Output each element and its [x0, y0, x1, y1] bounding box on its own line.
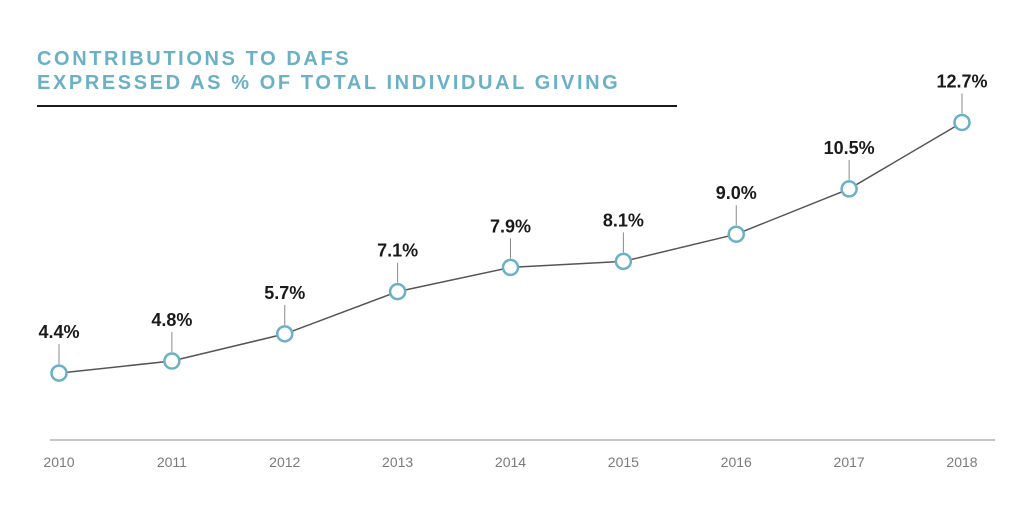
- data-label: 7.1%: [377, 241, 418, 261]
- data-label: 8.1%: [603, 210, 644, 230]
- x-tick-label: 2013: [382, 454, 413, 470]
- data-point-marker: [163, 352, 181, 370]
- x-tick-label: 2017: [834, 454, 865, 470]
- data-label: 7.9%: [490, 216, 531, 236]
- x-tick-layer: 2010 2011 2012 2013 2014 2015 2016 2017 2018: [43, 454, 977, 470]
- x-tick-label: 2018: [946, 454, 977, 470]
- data-point-marker: [614, 252, 633, 271]
- data-label: 4.8%: [151, 310, 192, 330]
- x-tick-label: 2012: [269, 454, 300, 470]
- data-point-marker: [50, 364, 68, 382]
- data-point-marker: [953, 113, 971, 132]
- x-tick-label: 2014: [495, 454, 526, 470]
- x-tick-label: 2016: [721, 454, 752, 470]
- data-point-marker: [276, 325, 294, 343]
- chart-title: CONTRIBUTIONS TO DAFS EXPRESSED AS % OF …: [37, 47, 677, 107]
- chart-title-line-1: CONTRIBUTIONS TO DAFS: [37, 48, 352, 70]
- data-label: 10.5%: [824, 138, 875, 158]
- data-label: 4.4%: [38, 322, 79, 342]
- x-tick-label: 2011: [157, 454, 187, 470]
- data-point-marker: [501, 258, 520, 277]
- data-label: 5.7%: [264, 283, 305, 303]
- data-point-marker: [840, 180, 858, 198]
- x-tick-label: 2015: [608, 454, 639, 470]
- data-label: 12.7%: [936, 71, 987, 91]
- data-label: 9.0%: [716, 183, 757, 203]
- x-tick-label: 2010: [43, 454, 74, 470]
- marker-layer: [50, 113, 971, 382]
- data-point-marker: [388, 282, 407, 301]
- data-label-layer: 4.4% 4.8% 5.7% 7.1% 7.9% 8.1% 9.0% 10.5% 12.7%: [38, 71, 987, 342]
- data-point-marker: [727, 225, 745, 243]
- chart-title-line-2: EXPRESSED AS % OF TOTAL INDIVIDUAL GIVIN…: [37, 72, 621, 94]
